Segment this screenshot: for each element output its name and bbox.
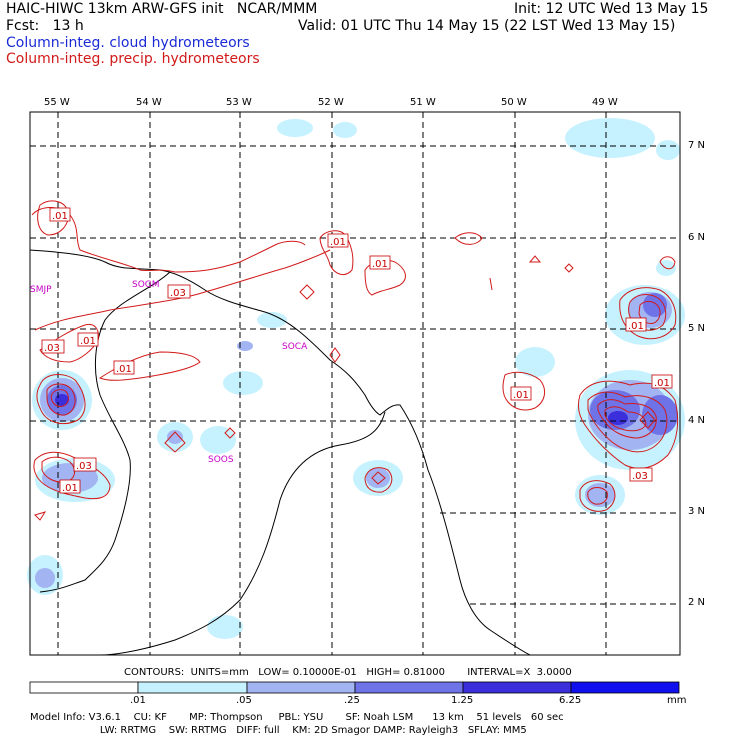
- svg-text:.01: .01: [52, 211, 68, 222]
- contour-label: .01: [327, 233, 349, 248]
- contour-label: .01: [651, 374, 673, 389]
- contour-label: .03: [73, 457, 97, 472]
- contour-label: .01: [369, 255, 391, 270]
- cloud-fill-core: [55, 394, 628, 425]
- contour-label: .01: [113, 360, 135, 375]
- colorbar-units: mm: [667, 695, 687, 706]
- contour-label: .01: [625, 317, 647, 332]
- svg-text:.01: .01: [116, 364, 132, 375]
- station-label: SOCA: [282, 342, 308, 352]
- lon-label: 50 W: [501, 97, 527, 108]
- lat-label: 3 N: [688, 506, 706, 517]
- lon-label: 51 W: [410, 97, 436, 108]
- colorbar: [29, 681, 680, 694]
- colorbar-label: .05: [236, 695, 252, 706]
- station-label: SOOS: [208, 455, 234, 465]
- contour-label: .01: [77, 332, 99, 347]
- contour-labels: .01 .01 .01 .03 .01 .03 .01 .01 .01 .03 …: [41, 207, 673, 494]
- contour-label: .01: [59, 479, 81, 494]
- svg-text:.03: .03: [632, 471, 648, 482]
- svg-text:.01: .01: [80, 336, 96, 347]
- contour-label: .03: [167, 284, 191, 299]
- lat-label: 5 N: [688, 323, 706, 334]
- cloud-legend: Column-integ. cloud hydrometeors: [6, 35, 250, 51]
- svg-text:.01: .01: [513, 390, 529, 401]
- svg-text:.03: .03: [44, 343, 60, 354]
- lon-label: 49 W: [592, 97, 618, 108]
- svg-text:.01: .01: [330, 237, 346, 248]
- svg-text:.01: .01: [628, 321, 644, 332]
- svg-text:.03: .03: [170, 288, 186, 299]
- lon-label: 52 W: [318, 97, 344, 108]
- graticule: [30, 112, 680, 655]
- contour-label: .01: [510, 386, 532, 401]
- lat-label: 6 N: [688, 232, 706, 243]
- model-info-line1: Model Info: V3.6.1 CU: KF MP: Thompson P…: [30, 712, 564, 723]
- station-label: SOGM: [132, 280, 160, 290]
- contours-info: CONTOURS: UNITS=mm LOW= 0.10000E-01 HIGH…: [124, 667, 572, 678]
- contour-label: .03: [629, 467, 653, 482]
- colorbar-label: .25: [344, 695, 360, 706]
- plot-title: HAIC-HIWC 13km ARW-GFS init NCAR/MMM: [6, 1, 318, 17]
- model-info-line2: LW: RRTMG SW: RRTMG DIFF: full KM: 2D Sm…: [30, 725, 527, 736]
- colorbar-label: 6.25: [559, 695, 582, 706]
- lon-label: 54 W: [136, 97, 162, 108]
- contour-label: .01: [49, 207, 71, 222]
- precip-legend: Column-integ. precip. hydrometeors: [6, 51, 260, 67]
- lat-label: 7 N: [688, 140, 706, 151]
- contour-label: .03: [41, 339, 65, 354]
- colorbar-label: 1.25: [451, 695, 474, 706]
- lon-label: 55 W: [44, 97, 70, 108]
- station-label: SMJP: [30, 285, 52, 295]
- valid-time: Valid: 01 UTC Thu 14 May 15 (22 LST Wed …: [298, 18, 676, 34]
- map-frame: [29, 111, 681, 656]
- init-time: Init: 12 UTC Wed 13 May 15: [514, 1, 709, 17]
- cloud-fill-mid: [35, 292, 672, 588]
- precip-contours: [31, 200, 679, 521]
- lat-label: 4 N: [688, 415, 706, 426]
- svg-text:.01: .01: [372, 259, 388, 270]
- cloud-fill-light: [27, 118, 685, 639]
- forecast-hour: Fcst: 13 h: [6, 18, 84, 34]
- svg-text:.01: .01: [654, 378, 670, 389]
- colorbar-label: .01: [130, 695, 146, 706]
- svg-text:.01: .01: [62, 483, 78, 494]
- lon-label: 53 W: [226, 97, 252, 108]
- svg-text:.03: .03: [76, 461, 92, 472]
- lat-label: 2 N: [688, 597, 706, 608]
